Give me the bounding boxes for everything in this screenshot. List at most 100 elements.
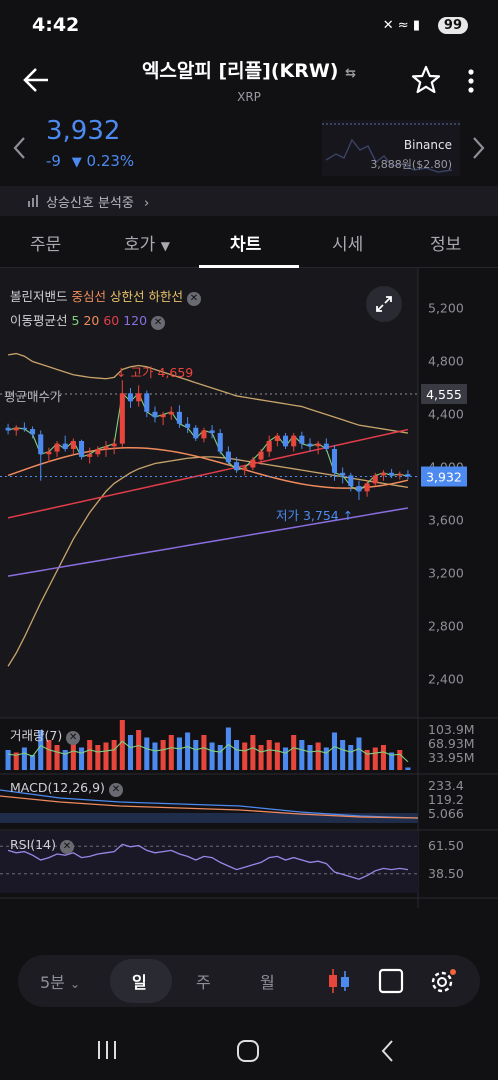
candlestick-chart[interactable]: 5,2004,8004,4004,0003,6003,2002,8002,400… <box>0 268 498 908</box>
candle-body <box>356 486 362 492</box>
home-icon[interactable] <box>236 1039 260 1063</box>
candle-body <box>364 483 370 492</box>
interval-label: 5분 <box>40 973 65 992</box>
avg-buy-tag: 4,555 <box>426 387 462 402</box>
volume-close-icon[interactable]: ✕ <box>66 731 81 745</box>
bb-label: 볼린저밴드 <box>10 289 68 304</box>
exchange-mini-chart[interactable]: Binance 3,888원($2.80) <box>322 120 460 176</box>
rsi-label: RSI(14) ✕ <box>10 837 74 854</box>
tab-orderbook[interactable]: 호가 ▼ <box>124 230 170 255</box>
prev-chevron-icon[interactable] <box>12 136 28 160</box>
low-arrow-icon: ↑ <box>342 508 354 523</box>
current-price-tag: 3,932 <box>426 470 462 485</box>
candle-body <box>323 443 329 449</box>
star-favorite-icon[interactable] <box>410 64 442 96</box>
candle-body <box>242 467 248 471</box>
volume-bar <box>119 720 125 770</box>
volume-bar <box>54 745 60 770</box>
ma5-label: 5 <box>71 313 80 328</box>
status-icons: ✕ ≈ ▮ <box>382 18 420 33</box>
caret-down-icon: ▼ <box>160 239 170 253</box>
candle-body <box>38 434 44 455</box>
macd-axis-label: 119.2 <box>428 792 464 807</box>
candle-body <box>380 472 386 476</box>
volume-bar <box>70 742 76 770</box>
volume-bar <box>389 752 395 770</box>
volume-bar <box>405 767 411 770</box>
chart-toolbar: 5분 ⌄ 일 주 월 <box>18 955 480 1007</box>
price-axis-label: 3,200 <box>428 566 464 581</box>
volume-bar <box>307 745 313 770</box>
volume-bar <box>282 747 289 770</box>
rsi-axis-label: 38.50 <box>428 866 464 881</box>
interval-dropdown[interactable]: 5분 ⌄ <box>40 969 80 993</box>
candle-body <box>70 441 76 449</box>
tab-orderbook-label: 호가 <box>124 235 156 255</box>
volume-ma-line <box>8 740 409 763</box>
macd-axis-label: 233.4 <box>428 778 464 793</box>
macd-title: MACD(12,26,9) <box>10 780 105 795</box>
period-day[interactable]: 일 <box>132 973 147 992</box>
ma120-line <box>7 507 409 577</box>
candle-body <box>266 441 272 452</box>
macd-line <box>0 789 419 819</box>
candle-body <box>21 427 27 430</box>
volume-bar <box>95 745 101 770</box>
main-panel-bg <box>0 268 418 718</box>
candle-body <box>152 411 158 418</box>
candle-body <box>95 448 101 455</box>
volume-bar <box>225 727 231 770</box>
volume-bar <box>201 735 207 770</box>
price-axis-label: 4,800 <box>428 354 464 369</box>
ma-close-icon[interactable]: ✕ <box>151 316 166 330</box>
tab-chart[interactable]: 차트 <box>230 235 262 255</box>
volume-bar <box>87 740 93 770</box>
period-month[interactable]: 월 <box>260 973 275 992</box>
candle-body <box>299 435 305 444</box>
back-arrow-icon[interactable] <box>22 66 52 94</box>
more-menu-icon[interactable] <box>466 68 476 94</box>
back-nav-icon[interactable] <box>380 1039 394 1063</box>
volume-bar <box>127 735 134 770</box>
signal-row[interactable]: 상승신호 분석중 › <box>0 186 498 216</box>
candle-body <box>405 474 411 477</box>
battery-badge: 99 <box>437 17 468 34</box>
rsi-close-icon[interactable]: ✕ <box>59 840 74 854</box>
volume-bar <box>160 740 166 770</box>
avg-buy-tag-bg <box>421 383 467 404</box>
settings-gear-icon[interactable] <box>428 967 458 997</box>
candle-body <box>225 451 231 463</box>
candle-body <box>193 427 199 439</box>
candle-body <box>185 423 191 428</box>
recent-apps-icon[interactable] <box>96 1040 118 1060</box>
candle-type-icon[interactable] <box>326 967 352 995</box>
expand-chart-button[interactable] <box>366 286 402 322</box>
square-tool-icon[interactable] <box>378 968 404 994</box>
switch-icon[interactable]: ⇆ <box>345 66 357 81</box>
exchange-name: Binance <box>403 138 452 152</box>
tab-info[interactable]: 정보 <box>430 235 462 255</box>
ma60-line <box>7 428 409 519</box>
volume-bar <box>372 747 378 770</box>
volume-bar <box>364 750 370 770</box>
tab-order[interactable]: 주문 <box>30 235 62 255</box>
tab-market[interactable]: 시세 <box>332 235 364 255</box>
macd-close-icon[interactable]: ✕ <box>108 783 123 797</box>
bb-close-icon[interactable]: ✕ <box>187 292 201 306</box>
candle-body <box>397 474 403 476</box>
next-chevron-icon[interactable] <box>470 136 486 160</box>
volume-bar <box>103 742 109 770</box>
candle-body <box>13 427 19 431</box>
volume-bar <box>176 737 182 770</box>
chart-area[interactable]: 5,2004,8004,4004,0003,6003,2002,8002,400… <box>0 268 498 908</box>
current-price: 3,932 <box>46 116 121 146</box>
volume-bar <box>21 747 27 770</box>
active-tab-indicator <box>199 265 299 268</box>
avg-buy-label: 평균매수가 <box>4 389 62 404</box>
candle-body <box>201 430 207 439</box>
volume-bar <box>111 740 117 770</box>
macd-axis-label: 5.066 <box>428 806 464 821</box>
period-week[interactable]: 주 <box>196 973 211 992</box>
candle-body <box>209 430 215 434</box>
volume-bar <box>323 747 329 770</box>
